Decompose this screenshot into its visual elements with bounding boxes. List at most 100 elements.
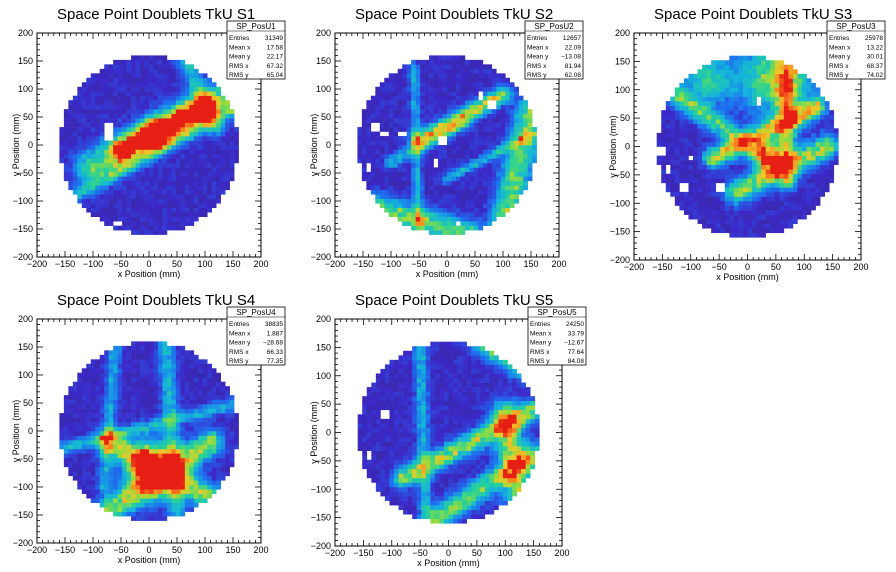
histogram-bin — [433, 230, 439, 235]
histogram-bin — [815, 164, 821, 170]
histogram-bin — [202, 457, 208, 463]
histogram-bin — [478, 167, 484, 173]
histogram-bin — [63, 113, 69, 119]
histogram-bin — [108, 68, 114, 74]
histogram-bin — [180, 207, 186, 213]
histogram-bin — [478, 203, 484, 209]
histogram-bin — [144, 109, 150, 114]
histogram-bin — [108, 158, 114, 164]
histogram-bin — [140, 516, 145, 521]
histogram-bin — [742, 205, 748, 211]
histogram-bin — [473, 216, 479, 222]
histogram-bin — [384, 86, 390, 92]
histogram-bin — [455, 55, 461, 61]
histogram-bin — [135, 59, 141, 65]
histogram-bin — [765, 182, 771, 188]
histogram-bin — [742, 160, 748, 165]
histogram-bin — [144, 413, 150, 418]
histogram-bin — [108, 431, 114, 436]
histogram-bin — [761, 160, 766, 165]
histogram-bin — [171, 167, 177, 173]
histogram-bin — [487, 194, 493, 200]
histogram-bin — [527, 176, 533, 182]
histogram-bin — [189, 480, 195, 486]
histogram-bin — [189, 158, 195, 164]
histogram-bin — [509, 86, 515, 92]
histogram-bin — [424, 225, 430, 231]
histogram-bin — [198, 390, 204, 396]
histogram-bin — [189, 493, 195, 499]
histogram-bin — [438, 221, 443, 226]
histogram-bin — [104, 444, 109, 450]
histogram-bin — [175, 511, 181, 517]
histogram-bin — [189, 167, 195, 173]
histogram-bin — [175, 86, 181, 92]
histogram-bin — [95, 377, 101, 383]
histogram-bin — [225, 185, 230, 191]
histogram-bin — [140, 363, 145, 369]
histogram-bin — [679, 155, 685, 161]
histogram-bin — [117, 136, 123, 141]
histogram-bin — [207, 381, 213, 387]
histogram-bin — [225, 109, 230, 114]
histogram-bin — [820, 123, 825, 129]
histogram-bin — [451, 86, 457, 92]
histogram-bin — [81, 145, 87, 150]
histogram-bin — [149, 462, 154, 468]
histogram-bin — [157, 413, 163, 418]
histogram-bin — [442, 207, 448, 213]
histogram-bin — [797, 196, 803, 202]
histogram-bin — [171, 171, 177, 177]
histogram-bin — [95, 453, 101, 459]
histogram-bin — [406, 207, 412, 213]
histogram-bin — [487, 91, 493, 97]
histogram-bin — [95, 153, 101, 159]
histogram-bin — [117, 350, 123, 356]
histogram-bin — [393, 109, 399, 114]
histogram-bin — [144, 386, 150, 391]
histogram-bin — [81, 109, 87, 114]
histogram-bin — [59, 431, 65, 436]
histogram-bin — [171, 189, 177, 195]
histogram-bin — [370, 131, 376, 137]
histogram-bin — [162, 145, 168, 150]
histogram-bin — [153, 475, 159, 481]
histogram-bin — [438, 158, 443, 164]
histogram-bin — [220, 189, 226, 195]
histogram-bin — [500, 194, 506, 200]
histogram-bin — [193, 493, 199, 499]
histogram-bin — [697, 128, 703, 134]
histogram-bin — [375, 95, 381, 101]
histogram-bin — [225, 149, 230, 155]
histogram-bin — [144, 354, 150, 360]
histogram-bin — [77, 417, 83, 423]
histogram-bin — [153, 377, 159, 383]
histogram-bin — [518, 153, 524, 159]
histogram-bin — [157, 507, 163, 512]
histogram-bin — [464, 73, 470, 79]
histogram-bin — [518, 176, 524, 182]
histogram-bin — [131, 158, 136, 164]
histogram-bin — [487, 149, 493, 155]
histogram-bin — [140, 68, 145, 74]
histogram-bin — [171, 471, 177, 477]
histogram-bin — [724, 82, 730, 88]
histogram-bin — [500, 180, 506, 186]
histogram-bin — [779, 128, 785, 134]
histogram-bin — [135, 475, 141, 481]
histogram-bin — [135, 489, 141, 495]
histogram-bin — [783, 219, 789, 224]
histogram-bin — [742, 155, 748, 161]
histogram-bin — [806, 173, 812, 179]
histogram-bin — [117, 203, 123, 209]
histogram-bin — [72, 404, 78, 409]
histogram-bin — [220, 122, 226, 128]
histogram-bin — [415, 212, 421, 217]
histogram-bin — [815, 160, 821, 165]
histogram-bin — [122, 162, 127, 168]
histogram-bin — [202, 363, 208, 369]
histogram-bin — [59, 127, 65, 132]
histogram-bin — [144, 404, 150, 409]
histogram-bin — [824, 187, 830, 193]
histogram-bin — [189, 426, 195, 432]
